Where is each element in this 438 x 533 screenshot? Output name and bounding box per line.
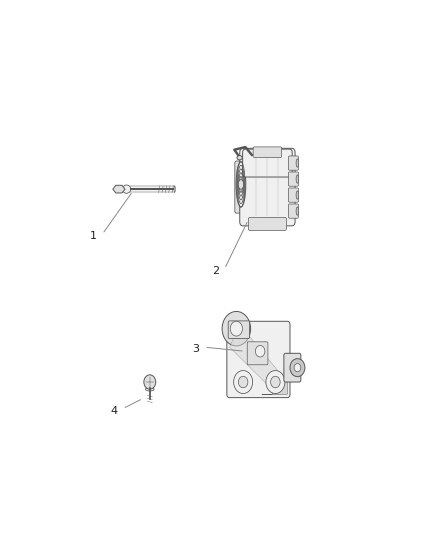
FancyBboxPatch shape xyxy=(247,342,268,365)
Ellipse shape xyxy=(145,387,154,391)
Circle shape xyxy=(266,370,285,393)
FancyBboxPatch shape xyxy=(243,149,292,177)
FancyBboxPatch shape xyxy=(289,156,298,170)
FancyBboxPatch shape xyxy=(284,353,301,382)
Circle shape xyxy=(238,376,248,388)
Polygon shape xyxy=(113,185,125,193)
FancyBboxPatch shape xyxy=(227,321,290,398)
Polygon shape xyxy=(262,372,287,394)
Polygon shape xyxy=(230,325,287,394)
Circle shape xyxy=(294,364,301,372)
Circle shape xyxy=(255,345,265,357)
FancyBboxPatch shape xyxy=(248,217,286,230)
Ellipse shape xyxy=(296,191,299,199)
Ellipse shape xyxy=(296,175,299,183)
Ellipse shape xyxy=(296,159,299,167)
FancyBboxPatch shape xyxy=(228,321,250,338)
Text: 4: 4 xyxy=(110,406,118,416)
Ellipse shape xyxy=(296,207,299,215)
Circle shape xyxy=(233,370,253,393)
FancyBboxPatch shape xyxy=(253,147,282,157)
Circle shape xyxy=(271,376,280,388)
Ellipse shape xyxy=(122,185,131,193)
FancyBboxPatch shape xyxy=(289,204,298,218)
Circle shape xyxy=(144,375,156,389)
Text: 2: 2 xyxy=(212,266,219,276)
Text: 1: 1 xyxy=(90,231,97,241)
FancyBboxPatch shape xyxy=(289,172,298,186)
Circle shape xyxy=(290,359,305,377)
Ellipse shape xyxy=(236,161,246,207)
Text: 3: 3 xyxy=(192,344,199,354)
Ellipse shape xyxy=(174,186,175,192)
FancyBboxPatch shape xyxy=(240,148,295,226)
Circle shape xyxy=(222,311,251,346)
FancyBboxPatch shape xyxy=(289,188,298,202)
Ellipse shape xyxy=(238,180,244,189)
Circle shape xyxy=(230,321,243,336)
FancyBboxPatch shape xyxy=(235,161,249,213)
Ellipse shape xyxy=(237,156,242,160)
